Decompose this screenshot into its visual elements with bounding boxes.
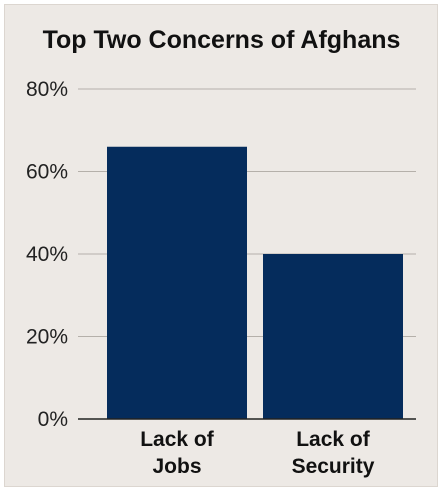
x-axis-categories: Lack of Jobs Lack of Security [140,428,375,478]
x-category-label: Security [292,455,375,478]
y-tick-label: 80% [26,78,68,101]
y-axis-ticks: 0% 20% 40% 60% 80% [26,78,68,431]
y-tick-label: 60% [26,161,68,184]
bar [263,254,403,419]
x-category-label: Lack of [140,428,215,451]
y-tick-label: 20% [26,326,68,349]
x-category-label: Lack of [296,428,371,451]
y-tick-label: 0% [38,408,68,431]
bar [107,146,247,419]
bars [107,146,403,419]
chart-title: Top Two Concerns of Afghans [42,26,401,54]
x-category-label: Jobs [152,455,201,478]
y-tick-label: 40% [26,243,68,266]
